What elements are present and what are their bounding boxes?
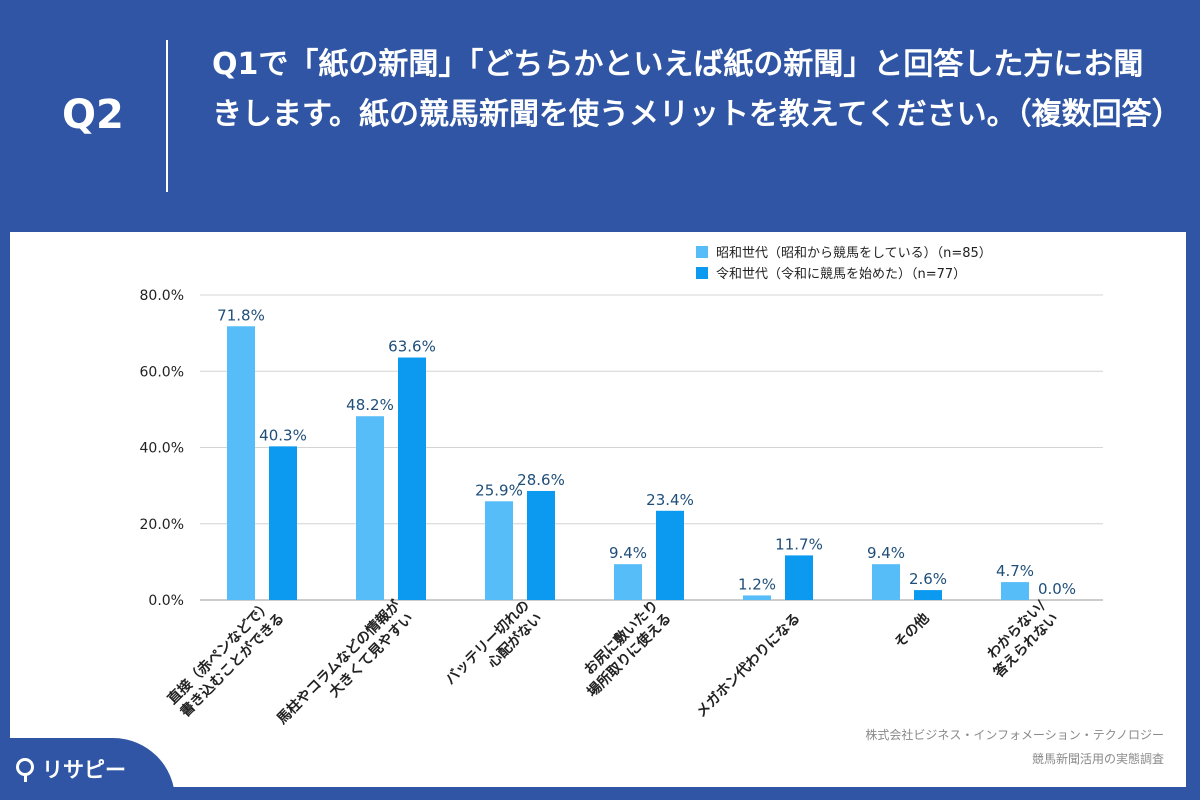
data-label: 71.8% bbox=[217, 306, 265, 324]
category-label: その他 bbox=[891, 610, 933, 652]
data-label: 9.4% bbox=[609, 544, 647, 562]
legend-swatch bbox=[696, 267, 708, 279]
category-label-line: 馬柱やコラムなどの情報が bbox=[273, 596, 404, 727]
data-label: 0.0% bbox=[1038, 580, 1076, 598]
bar bbox=[1001, 582, 1029, 600]
bar bbox=[872, 564, 900, 600]
category-label: メガホン代わりになる bbox=[693, 610, 804, 721]
bar bbox=[485, 501, 513, 600]
bar bbox=[914, 590, 942, 600]
bar bbox=[614, 564, 642, 600]
data-label: 11.7% bbox=[775, 535, 823, 553]
category-label-line: その他 bbox=[891, 610, 933, 652]
data-label: 23.4% bbox=[646, 491, 694, 509]
data-label: 63.6% bbox=[388, 338, 436, 356]
bar-chart: 0.0% 20.0% 40.0% 60.0% 80.0% 71.8% 48.2% 25.9% 9… bbox=[140, 246, 1103, 727]
bar bbox=[743, 595, 771, 600]
bar bbox=[398, 357, 426, 600]
y-tick-label: 20.0% bbox=[140, 517, 184, 533]
category-label: わからない/答えられない bbox=[984, 597, 1061, 681]
bar bbox=[527, 490, 555, 600]
legend-swatch bbox=[696, 246, 708, 258]
category-label: 直接（赤ペンなどで）書き込むことができる bbox=[164, 597, 288, 721]
header-divider bbox=[166, 40, 168, 192]
category-label-line: 直接（赤ペンなどで） bbox=[164, 597, 275, 708]
legend-label: 昭和世代（昭和から競馬をしている）（n=85） bbox=[716, 246, 992, 261]
bar bbox=[656, 510, 684, 600]
data-label: 1.2% bbox=[738, 575, 776, 593]
bar bbox=[227, 326, 255, 600]
chart-panel: 0.0% 20.0% 40.0% 60.0% 80.0% 71.8% 48.2% 25.9% 9… bbox=[10, 232, 1186, 787]
brand-pin-icon bbox=[16, 758, 34, 782]
data-label: 9.4% bbox=[867, 544, 905, 562]
data-label: 48.2% bbox=[346, 396, 394, 414]
header: Q2 Q1で「紙の新聞」「どちらかといえば紙の新聞」と回答した方にお聞きします。… bbox=[0, 0, 1200, 232]
category-label-line: 書き込むことができる bbox=[177, 610, 288, 721]
bar bbox=[785, 555, 813, 600]
legend-label: 令和世代（令和に競馬を始めた）（n=77） bbox=[716, 267, 966, 282]
y-tick-label: 60.0% bbox=[140, 364, 184, 380]
question-text: Q1で「紙の新聞」「どちらかといえば紙の新聞」と回答した方にお聞きします。紙の競… bbox=[212, 47, 1182, 132]
data-label: 28.6% bbox=[517, 471, 565, 489]
category-label-line: メガホン代わりになる bbox=[693, 610, 804, 721]
y-tick-label: 0.0% bbox=[148, 593, 184, 609]
bar bbox=[269, 446, 297, 600]
y-tick-label: 40.0% bbox=[140, 441, 184, 457]
source-company: 株式会社ビジネス・インフォメーション・テクノロジー bbox=[865, 728, 1164, 742]
data-label: 4.7% bbox=[996, 562, 1034, 580]
source-survey: 競馬新聞活用の実態調査 bbox=[1031, 752, 1164, 766]
data-label: 25.9% bbox=[475, 481, 523, 499]
data-label: 40.3% bbox=[259, 426, 307, 444]
y-tick-label: 80.0% bbox=[140, 288, 184, 304]
data-label: 2.6% bbox=[909, 570, 947, 588]
question-number: Q2 bbox=[62, 92, 124, 138]
brand-name: リサピー bbox=[42, 758, 126, 782]
bar bbox=[356, 416, 384, 600]
brand-logo: リサピー bbox=[0, 738, 175, 800]
